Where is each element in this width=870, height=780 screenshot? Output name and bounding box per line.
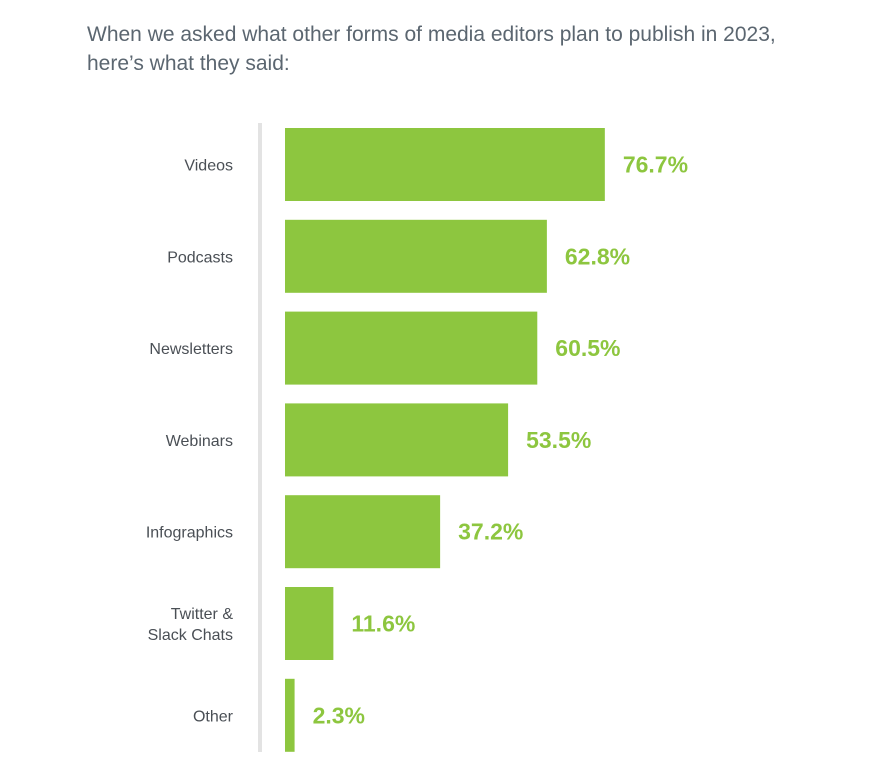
value-label-3: 53.5% — [526, 427, 591, 453]
category-label-5-line-1: Slack Chats — [148, 627, 233, 644]
category-label-1: Podcasts — [167, 249, 233, 266]
value-label-4: 37.2% — [458, 519, 523, 545]
category-label-3: Webinars — [166, 433, 233, 450]
value-label-2: 60.5% — [555, 335, 620, 361]
bar-3 — [285, 403, 509, 477]
bar-6 — [285, 678, 295, 752]
value-label-6: 2.3% — [313, 702, 365, 728]
bar-5 — [285, 587, 334, 660]
value-label-5: 11.6% — [351, 611, 415, 637]
category-label-6: Other — [193, 708, 234, 725]
bars-group — [285, 128, 605, 752]
value-label-1: 62.8% — [565, 243, 630, 269]
bar-0 — [285, 128, 605, 201]
category-labels-group: Videos Podcasts Newsletters Webinars Infogra… — [146, 158, 234, 726]
bar-1 — [285, 219, 547, 293]
category-label-2: Newsletters — [149, 341, 233, 358]
value-label-0: 76.7% — [623, 152, 688, 178]
value-labels-group: 76.7% 62.8% 60.5% 53.5% 37.2% 11.6% 2.3% — [313, 152, 688, 729]
chart-intro-text: When we asked what other forms of media … — [87, 23, 776, 75]
category-label-5-line-0: Twitter & — [171, 606, 234, 623]
bar-2 — [285, 311, 538, 385]
bar-4 — [285, 495, 441, 569]
category-label-0: Videos — [184, 158, 233, 175]
category-label-4: Infographics — [146, 525, 233, 542]
